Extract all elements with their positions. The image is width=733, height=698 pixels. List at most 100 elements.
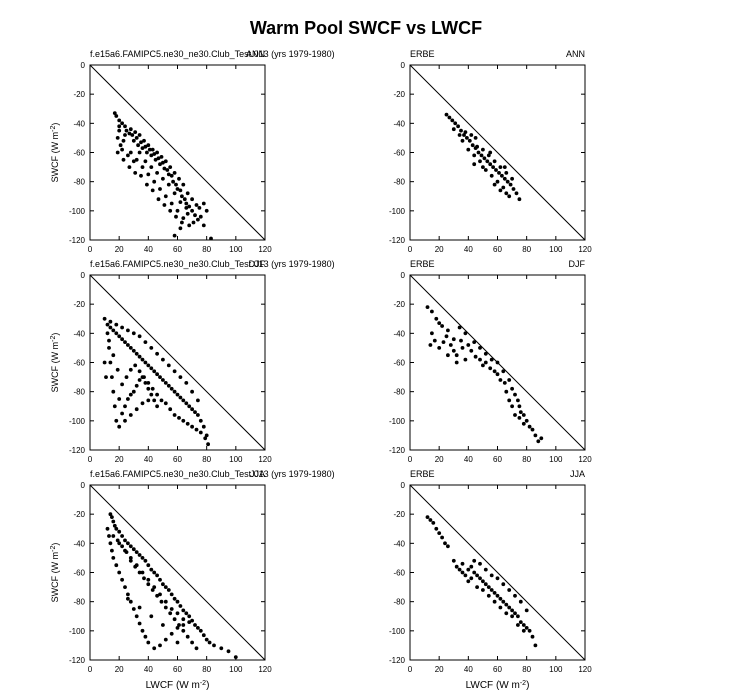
data-point: [124, 128, 129, 133]
data-point: [152, 585, 157, 589]
data-point: [127, 131, 132, 136]
y-tick-label: -20: [73, 300, 85, 309]
x-tick-label: 120: [578, 245, 592, 254]
data-point: [128, 127, 133, 132]
data-point: [128, 346, 133, 350]
data-point: [430, 309, 434, 314]
data-point: [159, 599, 164, 604]
data-point: [137, 570, 142, 575]
x-tick-label: 100: [549, 455, 563, 464]
data-point: [489, 588, 494, 592]
data-point: [441, 340, 446, 344]
data-point: [155, 573, 160, 578]
x-tick-label: 20: [115, 665, 124, 674]
reference-line: [409, 484, 586, 661]
data-point: [181, 182, 186, 187]
data-point: [444, 112, 449, 117]
data-point: [165, 168, 170, 172]
data-point: [158, 643, 162, 648]
data-point: [527, 628, 532, 633]
data-point: [502, 381, 507, 385]
data-point: [114, 418, 119, 423]
data-point: [463, 331, 468, 336]
data-point: [521, 623, 526, 627]
x-tick-label: 60: [173, 455, 182, 464]
data-point: [187, 223, 192, 228]
data-point: [483, 567, 488, 572]
data-point: [111, 328, 116, 333]
data-point: [454, 360, 459, 365]
data-point: [479, 153, 484, 158]
data-point: [533, 643, 538, 648]
data-point: [478, 159, 482, 164]
data-point: [114, 322, 119, 327]
data-point: [428, 343, 433, 347]
data-point: [507, 194, 512, 199]
data-point: [530, 634, 535, 639]
x-tick-label: 120: [258, 665, 272, 674]
data-point: [152, 570, 157, 575]
data-point: [198, 214, 203, 219]
x-tick-label: 80: [522, 665, 531, 674]
data-point: [478, 561, 482, 566]
data-point: [456, 124, 460, 129]
reference-line: [409, 64, 586, 241]
data-point: [491, 165, 495, 170]
scatter-panel-5: 0 20 40 60 80 100 120 0 -20 -40 -60 -80 -100 -120 f.e1…: [50, 469, 335, 691]
data-point: [180, 220, 184, 225]
data-point: [137, 621, 142, 626]
data-point: [158, 162, 162, 167]
x-tick-label: 20: [435, 245, 444, 254]
data-point: [498, 378, 503, 382]
data-point: [147, 147, 152, 152]
y-tick-label: -100: [69, 627, 86, 636]
data-point: [494, 168, 498, 172]
x-tick-label: 60: [173, 665, 182, 674]
data-point: [117, 424, 122, 429]
data-point: [196, 413, 200, 417]
data-point: [156, 197, 161, 202]
data-point: [187, 614, 192, 619]
data-point: [483, 360, 488, 365]
data-point: [492, 599, 497, 604]
data-point: [460, 346, 465, 350]
data-point: [489, 173, 494, 178]
y-tick-label: -80: [393, 598, 405, 607]
data-point: [143, 159, 148, 164]
y-tick-label: -60: [73, 149, 85, 158]
x-tick-label: 20: [435, 665, 444, 674]
data-point: [117, 118, 122, 123]
data-point: [117, 124, 122, 129]
y-tick-label: 0: [401, 481, 406, 490]
y-tick-label: -120: [69, 656, 86, 665]
data-point: [226, 649, 231, 654]
data-point: [190, 208, 195, 213]
reference-line: [89, 484, 266, 661]
data-point: [131, 348, 136, 353]
panel-left-label: ERBE: [410, 49, 435, 59]
data-point: [516, 623, 520, 627]
data-point: [444, 334, 449, 339]
y-tick-label: -20: [73, 510, 85, 519]
x-tick-label: 80: [522, 245, 531, 254]
data-point: [169, 631, 174, 636]
data-point: [150, 147, 155, 152]
data-point: [437, 346, 442, 350]
data-point: [187, 620, 192, 624]
data-point: [142, 576, 146, 581]
data-point: [168, 208, 173, 213]
data-point: [149, 165, 154, 170]
x-tick-label: 60: [493, 665, 502, 674]
data-point: [120, 337, 124, 342]
data-point: [473, 136, 478, 140]
data-point: [153, 157, 158, 162]
data-point: [163, 585, 168, 589]
data-point: [162, 166, 167, 171]
x-tick-label: 20: [115, 455, 124, 464]
data-point: [187, 204, 192, 209]
data-point: [207, 640, 212, 645]
data-point: [150, 386, 155, 391]
data-point: [161, 378, 165, 382]
data-point: [166, 588, 171, 592]
